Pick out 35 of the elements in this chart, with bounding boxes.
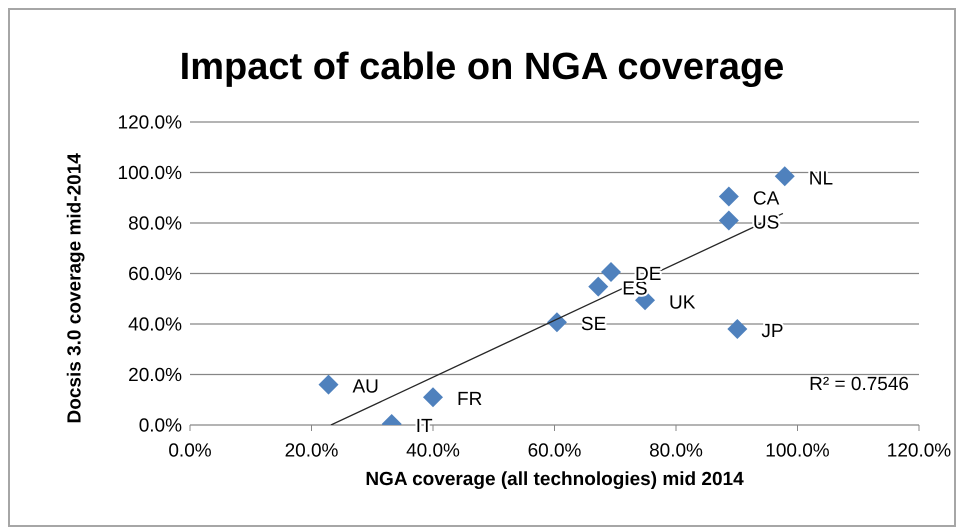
x-tick-label: 40.0% <box>406 440 460 462</box>
x-axis-title: NGA coverage (all technologies) mid 2014 <box>365 469 744 490</box>
point <box>718 186 739 206</box>
y-tick-label: 80.0% <box>128 214 182 235</box>
y-tick-label: 0.0% <box>138 416 182 437</box>
x-tick-label: 80.0% <box>649 440 704 462</box>
point <box>423 387 443 408</box>
data-label: FR <box>457 389 482 410</box>
y-tick-label: 60.0% <box>128 264 182 286</box>
point <box>546 312 567 332</box>
data-label: SE <box>580 314 606 336</box>
data-label: UK <box>669 292 696 314</box>
point <box>588 276 608 297</box>
point <box>774 166 795 186</box>
chart-title: Impact of cable on NGA coverage <box>178 46 786 89</box>
data-label: AU <box>352 376 379 398</box>
data-label: NL <box>808 168 834 190</box>
y-tick-label: 100.0% <box>118 163 182 184</box>
x-tick-label: 60.0% <box>528 440 582 462</box>
data-label: JP <box>761 321 784 342</box>
point <box>600 262 621 282</box>
x-tick-label: 120.0% <box>886 440 952 462</box>
annotation: R² = 0.7546 <box>809 374 909 396</box>
y-tick-label: 20.0% <box>128 365 182 386</box>
x-tick-label: 100.0% <box>765 440 830 462</box>
y-axis-title: Docsis 3.0 coverage mid-2014 <box>64 152 86 424</box>
y-tick-label: 40.0% <box>128 314 182 336</box>
x-tick-label: 20.0% <box>284 440 339 462</box>
point <box>727 319 748 340</box>
point <box>318 374 339 395</box>
data-label: CA <box>752 188 780 210</box>
x-tick-label: 0.0% <box>168 440 212 462</box>
y-tick-label: 120.0% <box>118 112 182 134</box>
point <box>718 210 739 230</box>
data-label: IT <box>416 416 433 437</box>
